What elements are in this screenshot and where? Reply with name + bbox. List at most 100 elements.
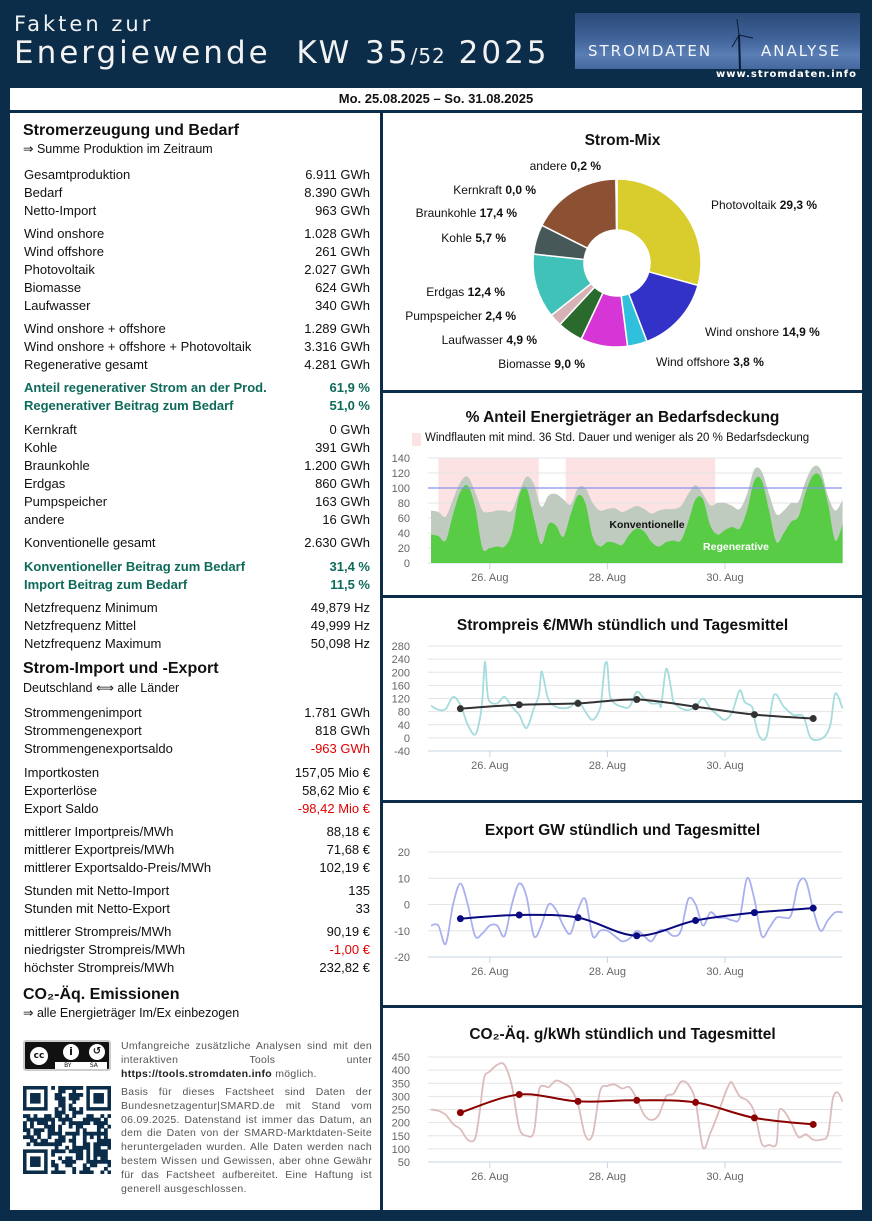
fact-label: Biomasse — [24, 280, 82, 295]
pie-label-name: Pumpspeicher — [405, 309, 482, 323]
section-title-co2: CO₂-Äq. Emissionen — [23, 986, 180, 1003]
title-line-1: Fakten zur — [14, 12, 154, 36]
fact-label: Wind offshore — [24, 244, 104, 259]
fact-value: 51,0 % — [329, 398, 370, 413]
strom-mix-donut — [532, 178, 702, 348]
tools-link[interactable]: https://tools.stromdaten.info — [121, 1067, 273, 1080]
y-tick-label: 0 — [404, 558, 410, 570]
qr-code[interactable] — [23, 1086, 111, 1174]
fact-label: Kernkraft — [24, 422, 77, 437]
fact-value: 1.781 GWh — [304, 705, 370, 720]
daily-mean-point[interactable] — [574, 914, 582, 922]
daily-mean-point[interactable] — [750, 711, 758, 719]
section-title-import-export: Strom-Import und -Export — [23, 660, 219, 677]
fact-label: niedrigster Strompreis/MWh — [24, 942, 186, 957]
y-tick-label: 20 — [398, 847, 410, 859]
x-tick-label: 30. Aug — [706, 572, 743, 584]
daily-mean-point[interactable] — [633, 1096, 641, 1104]
pie-label-name: Biomasse — [498, 357, 551, 371]
pie-slice-photovoltaik[interactable] — [616, 178, 702, 287]
fact-value: 1.200 GWh — [304, 458, 370, 473]
y-tick-label: 100 — [392, 483, 410, 495]
daily-mean-point[interactable] — [750, 1114, 758, 1122]
x-tick-label: 30. Aug — [706, 966, 743, 978]
daily-mean-point[interactable] — [809, 715, 817, 723]
x-tick-label: 26. Aug — [471, 572, 508, 584]
daily-mean-point[interactable] — [515, 911, 523, 919]
chart-title: Export GW stündlich und Tagesmittel — [484, 822, 761, 839]
fact-value: 102,19 € — [319, 860, 370, 875]
disclaimer-text: Basis für dieses Factsheet sind Daten de… — [121, 1086, 372, 1195]
x-tick-label: 30. Aug — [706, 1171, 743, 1183]
fact-value: 4.281 GWh — [304, 357, 370, 372]
fact-label: Strommengenimport — [24, 705, 142, 720]
fact-label: Strommengenexportsaldo — [24, 741, 173, 756]
pie-slice-andere[interactable] — [615, 178, 618, 231]
y-tick-label: 40 — [398, 720, 410, 732]
fact-value: 50,098 Hz — [310, 636, 370, 651]
fact-row: Biomasse 624 GWh — [24, 279, 370, 297]
co2-panel: CO₂-Äq. g/kWh stündlich und Tagesmittel … — [383, 1008, 862, 1210]
x-tick-label: 28. Aug — [589, 760, 626, 772]
stromdaten-logo: STROMDATEN ANALYSE — [575, 13, 860, 69]
y-tick-label: 0 — [404, 733, 410, 745]
fact-row: Importkosten 157,05 Mio € — [24, 764, 370, 782]
hourly-line — [430, 876, 843, 946]
fact-row: Gesamtproduktion 6.911 GWh — [24, 166, 370, 184]
daily-mean-point[interactable] — [574, 699, 582, 707]
daily-mean-point[interactable] — [809, 1120, 817, 1128]
daily-mean-point[interactable] — [692, 1098, 700, 1106]
pie-label: Wind offshore 3,8 % — [656, 355, 764, 369]
bedarfsdeckung-chart: 0 20 40 60 80 100 120 140 26. Aug 28. Aug 30. Aug K… — [392, 453, 843, 584]
fact-row: Anteil regenerativer Strom an der Prod. 6… — [24, 379, 370, 397]
fact-label: Wind onshore — [24, 226, 105, 241]
pie-label: Biomasse 9,0 % — [498, 357, 585, 371]
fact-row: Regenerativer Beitrag zum Bedarf 51,0 % — [24, 397, 370, 415]
fact-value: 261 GWh — [315, 244, 370, 259]
daily-mean-point[interactable] — [633, 932, 641, 940]
daily-mean-point[interactable] — [692, 917, 700, 925]
daily-mean-point[interactable] — [456, 915, 464, 923]
fact-label: Bedarf — [24, 185, 63, 200]
fact-label: Kohle — [24, 440, 58, 455]
bedarfsdeckung-panel: % Anteil Energieträger an Bedarfsdeckung… — [383, 393, 862, 595]
y-tick-label: 160 — [392, 680, 410, 692]
fact-value: 31,4 % — [329, 559, 370, 574]
daily-mean-point[interactable] — [574, 1097, 582, 1105]
footer-text-end: möglich. — [272, 1067, 317, 1080]
pie-label: Kernkraft 0,0 % — [453, 183, 536, 197]
fact-label: Pumpspeicher — [24, 494, 108, 509]
daily-mean-point[interactable] — [456, 705, 464, 713]
fact-value: 16 GWh — [322, 512, 370, 527]
daily-mean-point[interactable] — [692, 703, 700, 711]
fact-value: 963 GWh — [315, 203, 370, 218]
fact-label: Importkosten — [24, 765, 100, 780]
pie-slice-braunkohle[interactable] — [540, 178, 618, 250]
daily-mean-point[interactable] — [456, 1109, 464, 1117]
y-tick-label: 0 — [404, 900, 410, 912]
legend-swatch — [412, 433, 421, 446]
pie-label-value: 17,4 % — [479, 206, 517, 220]
daily-mean-point[interactable] — [809, 904, 817, 912]
pie-label: Erdgas 12,4 % — [426, 285, 505, 299]
website-url[interactable]: www.stromdaten.info — [716, 69, 857, 80]
x-tick-label: 26. Aug — [471, 760, 508, 772]
x-tick-label: 28. Aug — [589, 572, 626, 584]
fact-value: 88,18 € — [326, 824, 370, 839]
fact-row: Bedarf 8.390 GWh — [24, 184, 370, 202]
fact-value: 2.630 GWh — [304, 535, 370, 550]
pie-label: Kohle 5,7 % — [441, 231, 506, 245]
y-tick-label: 120 — [392, 468, 410, 480]
fact-label: Exporterlöse — [24, 783, 97, 798]
daily-mean-point[interactable] — [515, 1091, 523, 1099]
fact-value: 90,19 € — [326, 924, 370, 939]
chart-title: CO₂-Äq. g/kWh stündlich und Tagesmittel — [469, 1026, 776, 1043]
y-tick-label: 80 — [398, 498, 410, 510]
daily-mean-point[interactable] — [633, 695, 641, 703]
fact-row: Pumpspeicher 163 GWh — [24, 493, 370, 511]
fact-value: 58,62 Mio € — [302, 783, 370, 798]
x-tick-label: 26. Aug — [471, 1171, 508, 1183]
daily-mean-point[interactable] — [750, 909, 758, 917]
daily-mean-point[interactable] — [515, 701, 523, 709]
